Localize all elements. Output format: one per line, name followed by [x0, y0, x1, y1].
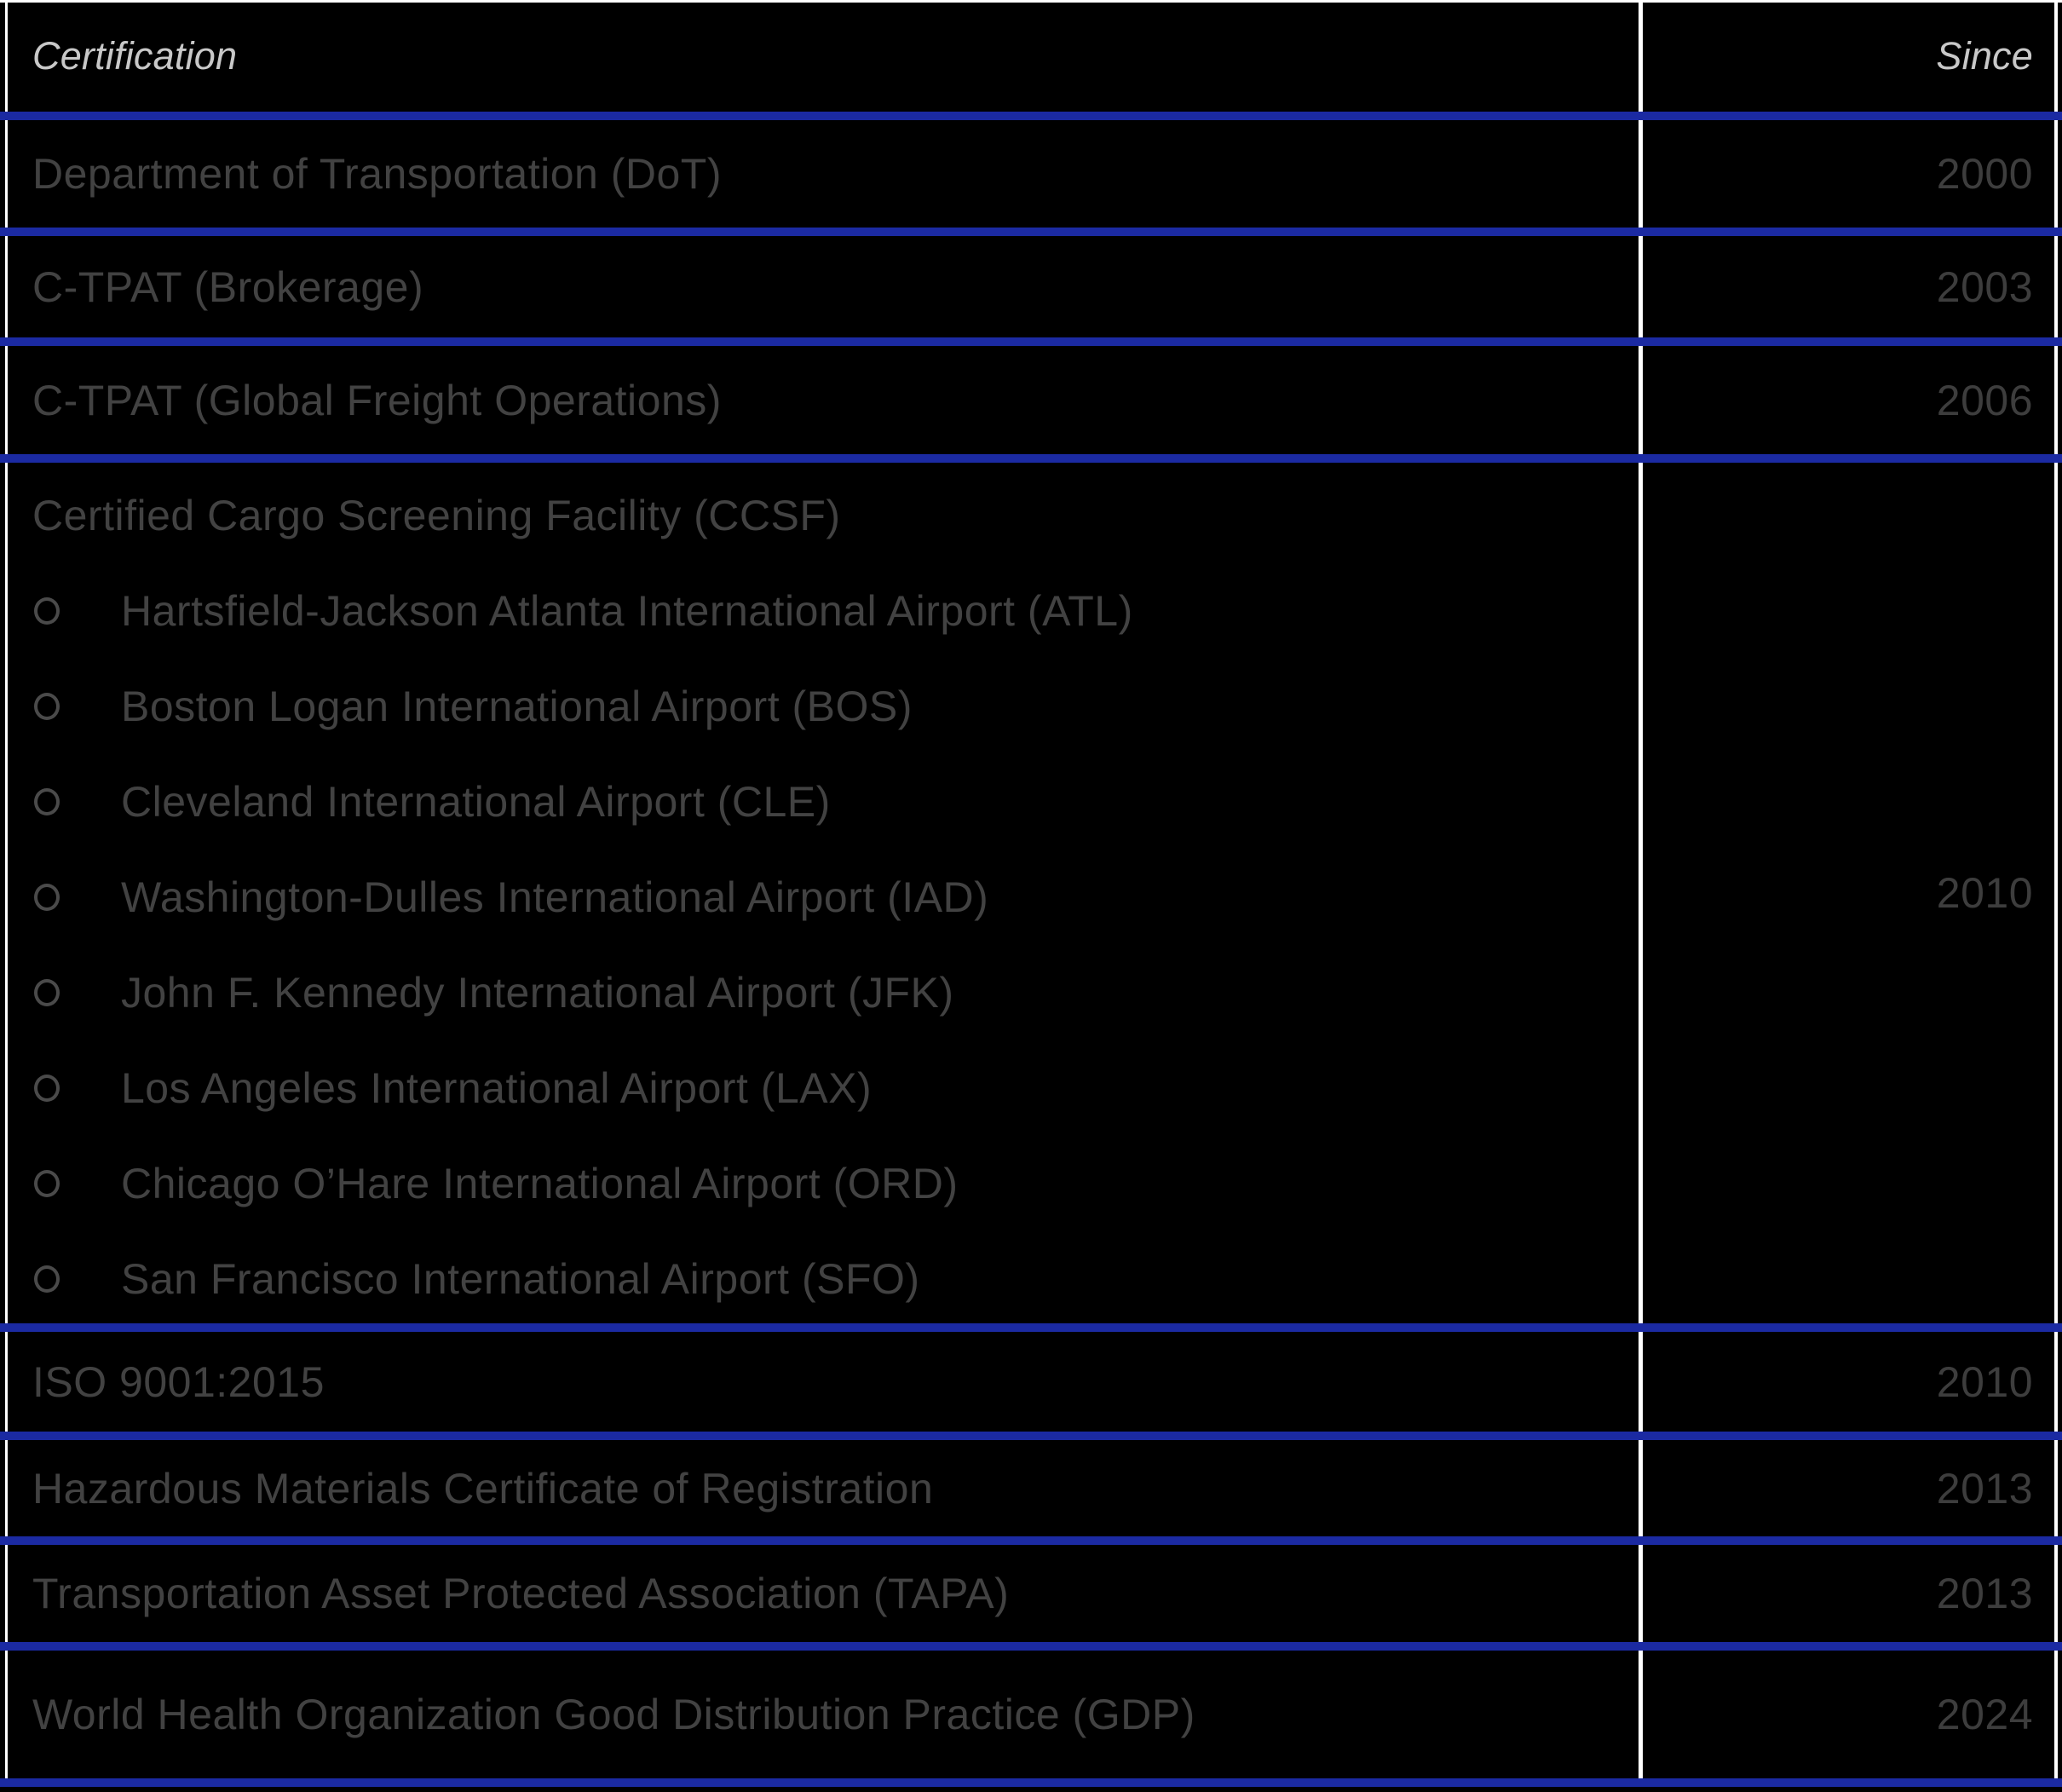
header-row: Certification Since	[0, 0, 2062, 120]
list-item: John F. Kennedy International Airport (J…	[0, 945, 1633, 1040]
since-cell: 2000	[1936, 150, 2033, 198]
circle-bullet-icon	[34, 979, 121, 1006]
certification-cell: Hazardous Materials Certificate of Regis…	[32, 1464, 934, 1513]
certification-cell: World Health Organization Good Distribut…	[32, 1691, 1195, 1738]
list-item-label: Boston Logan International Airport (BOS)	[121, 683, 913, 730]
list-item-label: Washington-Dulles International Airport …	[121, 873, 989, 921]
since-cell: 2010	[1936, 1357, 2033, 1406]
list-item: Los Angeles International Airport (LAX)	[0, 1040, 1633, 1136]
since-cell: 2006	[1936, 376, 2033, 424]
circle-bullet-icon	[34, 693, 121, 720]
certification-cell: ISO 9001:2015	[32, 1357, 325, 1406]
table-row: World Health Organization Good Distribut…	[0, 1651, 2062, 1787]
list-item-label: Los Angeles International Airport (LAX)	[121, 1064, 873, 1112]
list-item: Cleveland International Airport (CLE)	[0, 754, 1633, 850]
list-item: Washington-Dulles International Airport …	[0, 850, 1633, 945]
circle-bullet-icon	[34, 788, 121, 815]
table-right-border	[2054, 0, 2058, 1787]
table-left-border	[5, 0, 8, 1787]
circle-bullet-icon	[34, 1075, 121, 1102]
header-since: Since	[1936, 33, 2033, 78]
circle-bullet-icon	[34, 1170, 121, 1197]
list-item-label: Chicago O’Hare International Airport (OR…	[121, 1160, 959, 1207]
since-cell: 2013	[1936, 1570, 2033, 1617]
list-item: San Francisco International Airport (SFO…	[0, 1231, 1633, 1327]
table-row: Hazardous Materials Certificate of Regis…	[0, 1440, 2062, 1545]
column-separator	[1639, 0, 1643, 1787]
list-item-label: Cleveland International Airport (CLE)	[121, 778, 831, 826]
list-item-label: San Francisco International Airport (SFO…	[121, 1255, 920, 1303]
table-row-ccsf: Certified Cargo Screening Facility (CCSF…	[0, 463, 2062, 1332]
list-item: Chicago O’Hare International Airport (OR…	[0, 1136, 1633, 1231]
certification-cell: Department of Transportation (DoT)	[32, 150, 722, 198]
since-cell: 2013	[1936, 1464, 2033, 1513]
header-certification: Certification	[32, 33, 238, 78]
certification-cell: C-TPAT (Global Freight Operations)	[32, 376, 722, 424]
table-row: C-TPAT (Brokerage) 2003	[0, 236, 2062, 346]
since-cell: 2010	[1936, 869, 2033, 917]
ccsf-title: Certified Cargo Screening Facility (CCSF…	[32, 492, 841, 539]
table-row: Department of Transportation (DoT) 2000	[0, 120, 2062, 236]
circle-bullet-icon	[34, 884, 121, 911]
list-item-label: John F. Kennedy International Airport (J…	[121, 969, 954, 1017]
circle-bullet-icon	[34, 1265, 121, 1293]
list-item-label: Hartsfield-Jackson Atlanta International…	[121, 587, 1133, 635]
certification-cell: Transportation Asset Protected Associati…	[32, 1570, 1010, 1617]
table-top-border	[0, 0, 2062, 3]
certification-cell: Certified Cargo Screening Facility (CCSF…	[0, 463, 1633, 1323]
circle-bullet-icon	[34, 597, 121, 625]
since-cell: 2024	[1936, 1691, 2033, 1738]
table-row: C-TPAT (Global Freight Operations) 2006	[0, 346, 2062, 463]
since-cell: 2003	[1936, 262, 2033, 311]
table-row: ISO 9001:2015 2010	[0, 1332, 2062, 1440]
list-item: Boston Logan International Airport (BOS)	[0, 659, 1633, 754]
table-row: Transportation Asset Protected Associati…	[0, 1545, 2062, 1651]
certification-cell: C-TPAT (Brokerage)	[32, 262, 424, 311]
list-item: Hartsfield-Jackson Atlanta International…	[0, 563, 1633, 659]
